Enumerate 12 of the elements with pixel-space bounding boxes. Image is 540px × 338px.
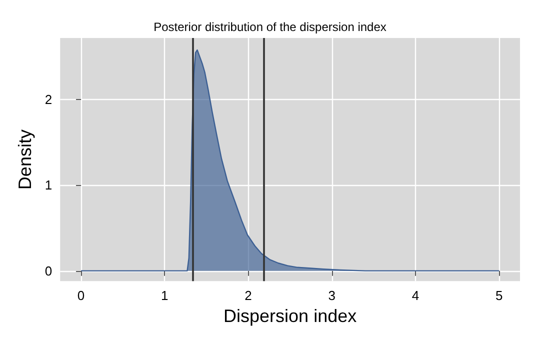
- x-axis-title: Dispersion index: [224, 306, 357, 326]
- x-tick-label: 1: [161, 288, 168, 304]
- x-tick-label: 3: [328, 288, 336, 304]
- x-tick-label: 5: [495, 288, 503, 304]
- y-tick-label: 1: [44, 178, 52, 193]
- y-tick-label: 2: [44, 92, 52, 108]
- x-tick-label: 0: [77, 288, 85, 304]
- chart-title: Posterior distribution of the dispersion index: [154, 20, 386, 34]
- x-tick-label: 4: [412, 288, 420, 304]
- x-tick-label: 2: [244, 288, 252, 304]
- y-axis-title: Density: [15, 130, 35, 190]
- y-tick-label: 0: [44, 263, 52, 278]
